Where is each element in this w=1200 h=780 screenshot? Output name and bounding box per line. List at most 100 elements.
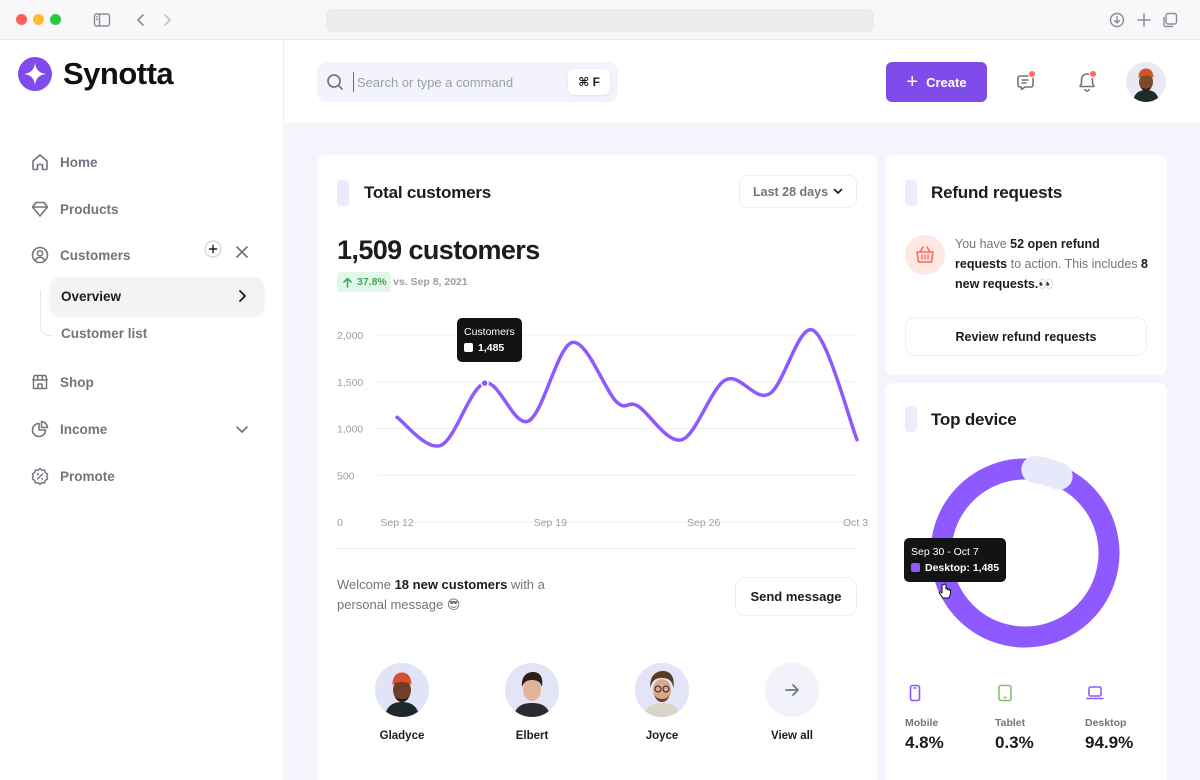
donut-tooltip: Sep 30 - Oct 7 Desktop: 1,485 — [904, 538, 1007, 582]
refund-text-1: You have — [955, 237, 1007, 251]
device-desktop: Desktop 94.9% — [1085, 683, 1165, 753]
device-mobile: Mobile 4.8% — [905, 683, 985, 753]
search-icon — [327, 74, 343, 90]
basket-icon — [916, 246, 934, 263]
address-bar[interactable] — [326, 9, 874, 32]
discount-icon — [31, 467, 49, 486]
welcome-count: 18 new customers — [394, 577, 508, 592]
sidebar-subitem-overview[interactable]: Overview — [50, 277, 264, 315]
sidebar-toggle-icon[interactable] — [92, 10, 112, 30]
chevron-up-icon[interactable] — [234, 247, 250, 263]
card-accent-tag — [337, 180, 349, 206]
search-bar[interactable]: ⌘ F — [317, 62, 618, 102]
chart-hover-point — [480, 378, 489, 388]
divider — [337, 548, 857, 549]
add-product-icon[interactable] — [203, 239, 223, 259]
search-shortcut-badge: ⌘ F — [568, 69, 610, 95]
tooltip-swatch — [464, 343, 473, 352]
arrow-right-icon — [785, 684, 799, 696]
customer-gladyce[interactable]: Gladyce — [367, 663, 437, 742]
device-value: 94.9% — [1085, 733, 1134, 752]
card-title: Refund requests — [931, 183, 1063, 202]
customer-name: Gladyce — [379, 730, 425, 742]
avatar-image — [635, 663, 689, 717]
diamond-icon — [31, 201, 49, 217]
y-tick-label: 0 — [337, 517, 343, 529]
review-refund-requests-button[interactable]: Review refund requests — [905, 317, 1147, 356]
main-content: Total customers Last 28 days 1,509 custo… — [285, 123, 1200, 780]
user-avatar[interactable] — [1126, 62, 1166, 102]
app-name[interactable]: Synotta — [63, 56, 174, 91]
download-icon[interactable] — [1107, 10, 1127, 30]
view-all-label: View all — [771, 730, 813, 742]
avatar — [635, 663, 689, 717]
notification-dot — [1089, 70, 1097, 78]
card-accent-tag — [905, 406, 917, 432]
send-message-button[interactable]: Send message — [735, 577, 857, 616]
customers-line-chart[interactable]: 2,000 1,500 1,000 500 0 Sep 12 Sep 19 Sep 26 Oc… — [317, 305, 877, 535]
pie-chart-icon — [31, 420, 49, 438]
sidebar-item-label: Shop — [60, 374, 94, 390]
forward-icon[interactable] — [157, 10, 177, 30]
customer-elbert[interactable]: Elbert — [497, 663, 567, 742]
close-window-button[interactable] — [16, 14, 27, 25]
synotta-logo-icon[interactable] — [18, 57, 52, 91]
welcome-suffix: with a personal message 😎 — [337, 577, 545, 612]
chart-tooltip: Customers 1,485 — [457, 318, 522, 362]
chevron-down-icon — [833, 188, 843, 194]
tabs-overview-icon[interactable] — [1160, 10, 1180, 30]
change-value: 37.8% — [357, 276, 387, 288]
customer-name: Elbert — [515, 730, 549, 742]
maximize-window-button[interactable] — [50, 14, 61, 25]
view-all-customers[interactable]: View all — [757, 663, 827, 742]
avatar-image — [505, 663, 559, 717]
donut-tooltip-value: Desktop: 1,485 — [925, 562, 1000, 574]
create-button-label: Create — [926, 74, 967, 90]
change-note: vs. Sep 8, 2021 — [393, 276, 468, 288]
eyes-emoji: 👀 — [1038, 277, 1054, 291]
back-icon[interactable] — [131, 10, 151, 30]
welcome-prefix: Welcome — [337, 577, 391, 592]
donut-segment-mobile[interactable] — [1021, 456, 1073, 490]
sidebar-item-home[interactable]: Home — [30, 150, 98, 174]
submenu-connector — [40, 290, 52, 336]
device-label: Tablet — [995, 717, 1026, 729]
y-tick-label: 1,500 — [337, 377, 363, 389]
donut-tooltip-range: Sep 30 - Oct 7 — [911, 546, 979, 558]
avatar-image — [375, 663, 429, 717]
sidebar-item-promote[interactable]: Promote — [30, 464, 115, 488]
sidebar: Synotta Home Products Customers Overview… — [0, 40, 284, 780]
date-range-dropdown[interactable]: Last 28 days — [739, 175, 857, 208]
minimize-window-button[interactable] — [33, 14, 44, 25]
mobile-icon — [909, 684, 921, 702]
search-input[interactable] — [353, 72, 553, 92]
chart-tooltip-value-row: 1,485 — [464, 340, 515, 356]
view-all-circle — [765, 663, 819, 717]
sidebar-item-income[interactable]: Income — [30, 417, 107, 441]
laptop-icon — [1086, 686, 1104, 700]
create-button[interactable]: + Create — [886, 62, 987, 102]
device-label: Mobile — [905, 717, 939, 729]
sidebar-item-label: Products — [60, 201, 119, 217]
sidebar-item-products[interactable]: Products — [30, 197, 119, 221]
donut-segment-desktop[interactable] — [930, 458, 1120, 648]
refund-icon-wrapper — [905, 235, 945, 275]
arrow-up-icon — [343, 277, 352, 288]
messages-unread-dot — [1028, 70, 1036, 78]
sidebar-subitem-customer-list[interactable]: Customer list — [61, 326, 148, 341]
customer-joyce[interactable]: Joyce — [627, 663, 697, 742]
device-value: 0.3% — [995, 733, 1034, 752]
new-tab-icon[interactable] — [1134, 10, 1154, 30]
sidebar-item-shop[interactable]: Shop — [30, 370, 94, 394]
home-icon — [32, 154, 48, 171]
tablet-icon — [998, 684, 1012, 702]
device-tablet: Tablet 0.3% — [995, 683, 1075, 753]
x-tick-label: Sep 12 — [380, 517, 413, 529]
x-tick-label: Sep 26 — [687, 517, 720, 529]
total-customers-card: Total customers Last 28 days 1,509 custo… — [317, 155, 877, 780]
chevron-down-icon[interactable] — [234, 421, 250, 437]
sidebar-item-customers[interactable]: Customers — [30, 243, 131, 267]
user-avatar-image — [1126, 62, 1166, 102]
device-donut-chart[interactable] — [925, 453, 1125, 653]
customers-total: 1,509 customers — [337, 235, 540, 265]
